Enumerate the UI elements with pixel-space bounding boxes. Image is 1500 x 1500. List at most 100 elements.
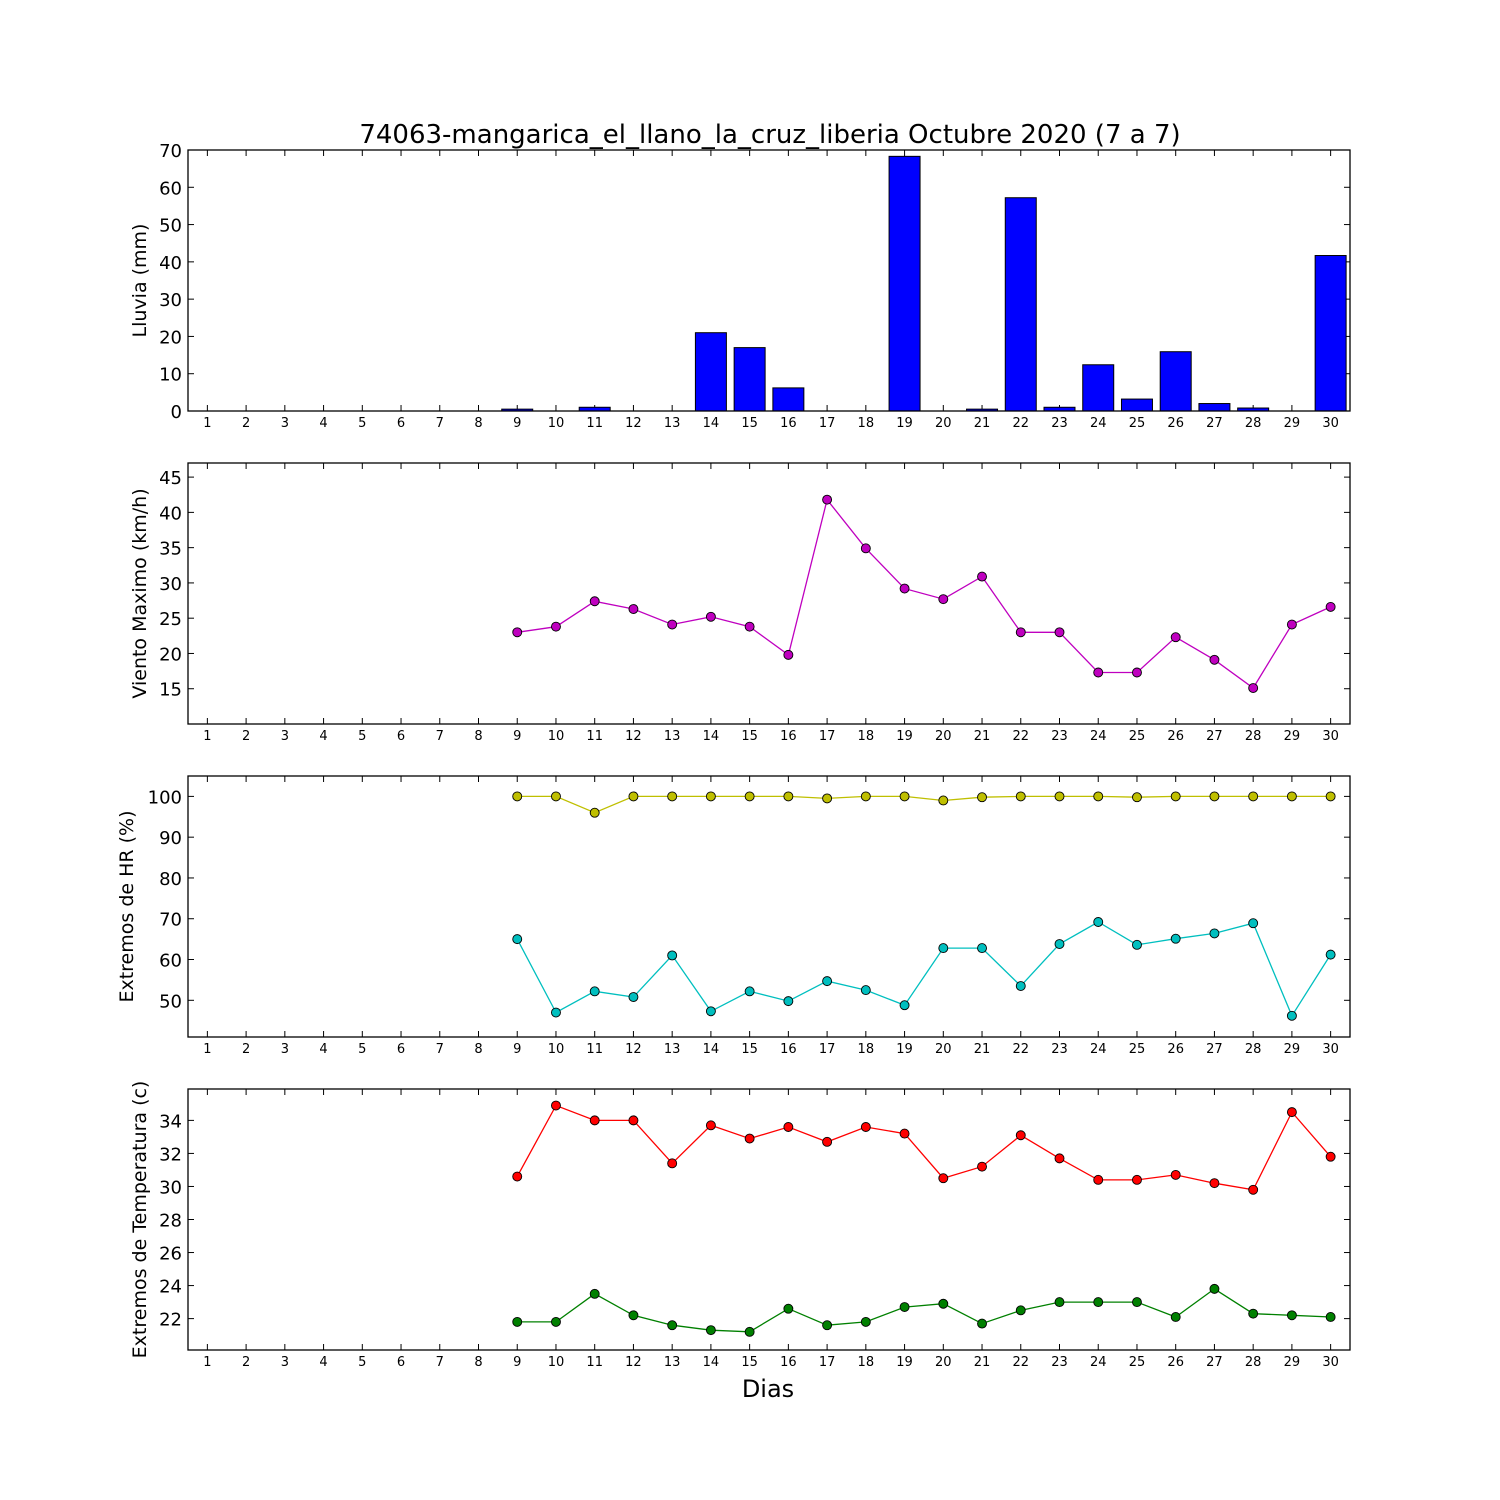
x-tick-label: 6 (397, 416, 405, 431)
plot-area (512, 1100, 1336, 1337)
y-axis-label: Extremos de Temperatura (c) (129, 1081, 151, 1359)
x-tick-label: 20 (935, 416, 952, 431)
data-point (1209, 1178, 1220, 1189)
y-tick-label: 60 (159, 951, 182, 972)
x-tick-label: 25 (1129, 1042, 1146, 1057)
x-tick-label: 27 (1206, 416, 1223, 431)
x-tick-label: 3 (281, 1355, 289, 1370)
x-tick-label: 21 (974, 729, 991, 744)
data-point (1286, 1107, 1297, 1118)
x-tick-label: 13 (664, 416, 681, 431)
x-tick-label: 16 (780, 1042, 797, 1057)
axes-frame (187, 462, 1351, 725)
data-point (551, 1007, 561, 1018)
x-tick-label: 14 (703, 1042, 720, 1057)
y-tick-label: 20 (159, 644, 182, 665)
x-tick-label: 5 (358, 1355, 366, 1370)
data-point (1248, 1308, 1259, 1319)
x-tick-label: 24 (1090, 416, 1107, 431)
x-tick-label: 9 (513, 1042, 521, 1057)
x-tick-label: 15 (741, 1042, 758, 1057)
x-tick-label: 12 (625, 1042, 642, 1057)
rain-bar (1314, 255, 1347, 412)
x-tick-label: 22 (1012, 729, 1029, 744)
rain-bar (1198, 403, 1231, 412)
x-tick-label: 1 (203, 729, 211, 744)
plot-area (501, 155, 1347, 412)
data-point (1093, 1174, 1104, 1185)
data-point (1015, 1130, 1026, 1141)
plot-area (512, 791, 1336, 1021)
x-tick-label: 6 (397, 729, 405, 744)
data-point (1286, 1010, 1297, 1021)
data-point (1248, 1184, 1259, 1195)
x-tick-label: 23 (1051, 1355, 1068, 1370)
data-point (1015, 791, 1026, 802)
rain-bar (1004, 197, 1037, 412)
x-tick-label: 8 (474, 416, 482, 431)
data-point (1248, 791, 1259, 802)
data-point (783, 791, 794, 802)
x-tick-label: 11 (586, 1042, 603, 1057)
data-point (551, 1100, 561, 1111)
x-tick-label: 4 (319, 1042, 327, 1057)
data-point (628, 1310, 639, 1321)
x-tick-label: 9 (513, 729, 521, 744)
x-tick-label: 29 (1284, 416, 1301, 431)
x-tick-label: 4 (319, 729, 327, 744)
x-tick-label: 23 (1051, 729, 1068, 744)
data-point (512, 627, 523, 638)
data-point (1015, 981, 1026, 991)
data-point (783, 1122, 794, 1132)
x-tick-label: 2 (242, 729, 250, 744)
x-tick-label: 19 (896, 1355, 913, 1370)
x-tick-label: 26 (1167, 1042, 1184, 1057)
x-tick-label: 10 (548, 1355, 565, 1370)
data-point (977, 943, 987, 954)
x-tick-label: 1 (203, 1355, 211, 1370)
x-tick-label: 26 (1167, 1355, 1184, 1370)
data-point (1132, 1174, 1142, 1185)
x-tick-label: 3 (281, 416, 289, 431)
data-point (1325, 1312, 1336, 1322)
data-point (822, 1320, 833, 1331)
x-tick-label: 11 (586, 416, 603, 431)
y-axis-label: Viento Maximo (km/h) (129, 488, 151, 698)
data-point (1209, 1283, 1220, 1294)
data-point (1093, 791, 1104, 802)
x-tick-label: 12 (625, 729, 642, 744)
y-axis-label: Lluvia (mm) (129, 224, 151, 338)
data-point (1286, 791, 1297, 802)
data-point (899, 1128, 910, 1139)
data-point (744, 1133, 755, 1144)
data-point (1248, 683, 1259, 693)
x-tick-label: 1 (203, 416, 211, 431)
x-tick-label: 30 (1322, 416, 1339, 431)
y-tick-label: 45 (159, 468, 182, 489)
x-tick-label: 7 (436, 1042, 444, 1057)
x-tick-label: 28 (1245, 1042, 1262, 1057)
data-point (1170, 1312, 1181, 1322)
data-point (1209, 928, 1220, 939)
x-tick-label: 6 (397, 1042, 405, 1057)
data-point (899, 1000, 910, 1011)
data-point (512, 1316, 523, 1327)
data-point (860, 985, 871, 996)
x-tick-label: 29 (1284, 1042, 1301, 1057)
x-tick-label: 29 (1284, 729, 1301, 744)
y-tick-label: 80 (159, 869, 182, 890)
data-point (667, 1158, 678, 1169)
x-tick-label: 11 (586, 1355, 603, 1370)
rain-bar (1082, 364, 1115, 412)
x-tick-label: 12 (625, 1355, 642, 1370)
data-point (1325, 949, 1336, 960)
x-tick-label: 18 (858, 729, 875, 744)
data-point (899, 583, 910, 594)
data-point (705, 611, 716, 622)
series-line-2 (516, 921, 1332, 1018)
data-point (938, 943, 949, 954)
y-tick-label: 40 (159, 503, 182, 524)
